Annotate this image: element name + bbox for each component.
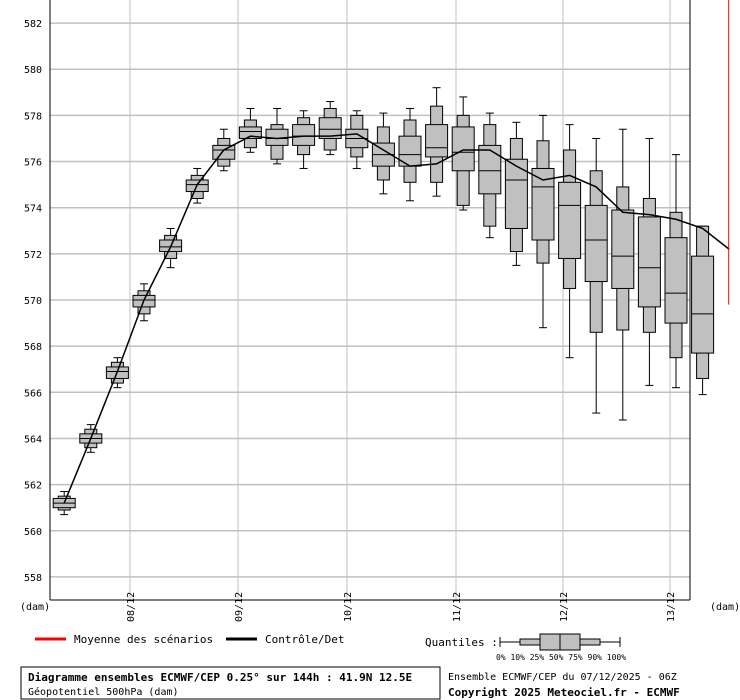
box-p25-p75 bbox=[292, 124, 316, 146]
box-plot bbox=[504, 121, 528, 266]
footer-title-box bbox=[20, 666, 441, 700]
x-tick-label: 11/12 bbox=[452, 592, 463, 622]
box-p25-p75 bbox=[558, 181, 582, 259]
y-tick-label: 582 bbox=[24, 19, 42, 30]
box-p25-p75 bbox=[212, 144, 236, 160]
box-p25-p75 bbox=[664, 237, 688, 324]
box-plot bbox=[611, 128, 635, 421]
y-tick-label: 570 bbox=[24, 296, 42, 307]
box-plot bbox=[531, 114, 555, 329]
box-p25-p75 bbox=[504, 158, 528, 229]
y-tick-label: 560 bbox=[24, 527, 42, 538]
box-plot bbox=[691, 225, 715, 396]
y-tick-label: 574 bbox=[24, 204, 42, 215]
box-plot bbox=[584, 137, 608, 414]
y-tick-label: 564 bbox=[24, 434, 42, 445]
grid bbox=[50, 0, 690, 600]
axes: 558 560 562 564 566 568 570 572 574 576 578 580 582 0… bbox=[24, 0, 691, 622]
x-tick-label: 09/12 bbox=[234, 592, 245, 622]
y-tick-label: 578 bbox=[24, 111, 42, 122]
x-tick-label: 08/12 bbox=[126, 592, 137, 622]
y-tick-label: 558 bbox=[24, 573, 42, 584]
box-plot bbox=[637, 137, 661, 386]
box-p25-p75 bbox=[478, 144, 502, 195]
y-tick-label: 568 bbox=[24, 342, 42, 353]
legend-quantile-box-icon bbox=[499, 633, 621, 651]
box-p25-p75 bbox=[238, 126, 262, 139]
legend-quantiles-label: Quantiles : bbox=[425, 636, 498, 649]
box-p25-p75 bbox=[451, 126, 475, 172]
footer-copyright: Copyright 2025 Meteociel.fr - ECMWF bbox=[448, 686, 680, 699]
lines bbox=[63, 0, 730, 504]
box-plot bbox=[265, 107, 289, 165]
x-tick-label: 10/12 bbox=[343, 592, 354, 622]
box-p25-p75 bbox=[425, 124, 449, 158]
box-plots bbox=[52, 87, 715, 516]
y-axis-label-left: (dam) bbox=[20, 602, 50, 613]
y-tick-label: 576 bbox=[24, 158, 42, 169]
y-tick-label: 566 bbox=[24, 388, 42, 399]
box-plot bbox=[318, 101, 342, 156]
legend-control-label: Contrôle/Det bbox=[265, 633, 344, 646]
box-plot bbox=[425, 87, 449, 197]
box-plot bbox=[212, 128, 236, 172]
box-p25-p75 bbox=[584, 204, 608, 283]
box-plot bbox=[345, 110, 369, 169]
y-tick-label: 562 bbox=[24, 481, 42, 492]
box-p25-p75 bbox=[531, 167, 555, 241]
box-p25-p75 bbox=[318, 117, 342, 139]
box-p25-p75 bbox=[637, 216, 661, 308]
box-p25-p75 bbox=[611, 209, 635, 289]
box-plot bbox=[238, 107, 262, 153]
box-plot bbox=[451, 96, 475, 211]
y-tick-label: 572 bbox=[24, 250, 42, 261]
footer-run-info: Ensemble ECMWF/CEP du 07/12/2025 - 06Z bbox=[448, 672, 677, 683]
box-plot bbox=[558, 124, 582, 359]
box-plot bbox=[664, 154, 688, 389]
control-line bbox=[63, 133, 730, 504]
y-axis-label-right: (dam) bbox=[710, 602, 740, 613]
footer-title: Diagramme ensembles ECMWF/CEP 0.25° sur … bbox=[28, 671, 412, 684]
y-tick-label: 580 bbox=[24, 65, 42, 76]
legend-quantile-scale: 0% 10% 25% 50% 75% 90% 100% bbox=[496, 653, 626, 662]
box-plot bbox=[371, 112, 395, 195]
box-plot bbox=[52, 491, 76, 516]
x-tick-label: 12/12 bbox=[559, 592, 570, 622]
footer-subtitle: Géopotentiel 500hPa (dam) bbox=[28, 686, 179, 698]
legend-mean-label: Moyenne des scénarios bbox=[74, 633, 213, 646]
x-tick-label: 13/12 bbox=[666, 592, 677, 622]
box-p25-p75 bbox=[691, 255, 715, 354]
